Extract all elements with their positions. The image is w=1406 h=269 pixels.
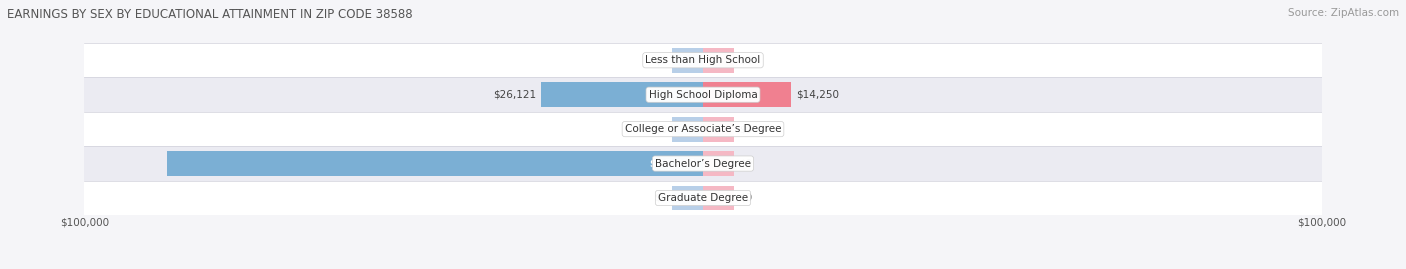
Bar (167, 151, 703, 176)
Bar (672, 48, 703, 73)
Text: Bachelor’s Degree: Bachelor’s Degree (655, 158, 751, 169)
Text: $0: $0 (740, 124, 752, 134)
Bar (541, 82, 703, 107)
Text: High School Diploma: High School Diploma (648, 90, 758, 100)
Bar (703, 82, 792, 107)
Text: $0: $0 (740, 55, 752, 65)
Bar (703, 48, 734, 73)
Text: $86,591: $86,591 (650, 158, 697, 169)
Text: Less than High School: Less than High School (645, 55, 761, 65)
Bar (84, 77, 1322, 112)
Bar (84, 181, 1322, 215)
Text: $0: $0 (740, 158, 752, 169)
Text: $0: $0 (740, 193, 752, 203)
Bar (703, 186, 734, 210)
Bar (703, 117, 734, 141)
Text: Graduate Degree: Graduate Degree (658, 193, 748, 203)
Bar (703, 151, 734, 176)
Bar (672, 117, 703, 141)
Text: $14,250: $14,250 (796, 90, 839, 100)
Bar (672, 186, 703, 210)
Text: $0: $0 (654, 193, 666, 203)
Bar (84, 43, 1322, 77)
Text: $0: $0 (654, 55, 666, 65)
Text: EARNINGS BY SEX BY EDUCATIONAL ATTAINMENT IN ZIP CODE 38588: EARNINGS BY SEX BY EDUCATIONAL ATTAINMEN… (7, 8, 412, 21)
Bar (84, 112, 1322, 146)
Text: Source: ZipAtlas.com: Source: ZipAtlas.com (1288, 8, 1399, 18)
Text: $26,121: $26,121 (494, 90, 537, 100)
Bar (84, 146, 1322, 181)
Text: $0: $0 (654, 124, 666, 134)
Text: College or Associate’s Degree: College or Associate’s Degree (624, 124, 782, 134)
